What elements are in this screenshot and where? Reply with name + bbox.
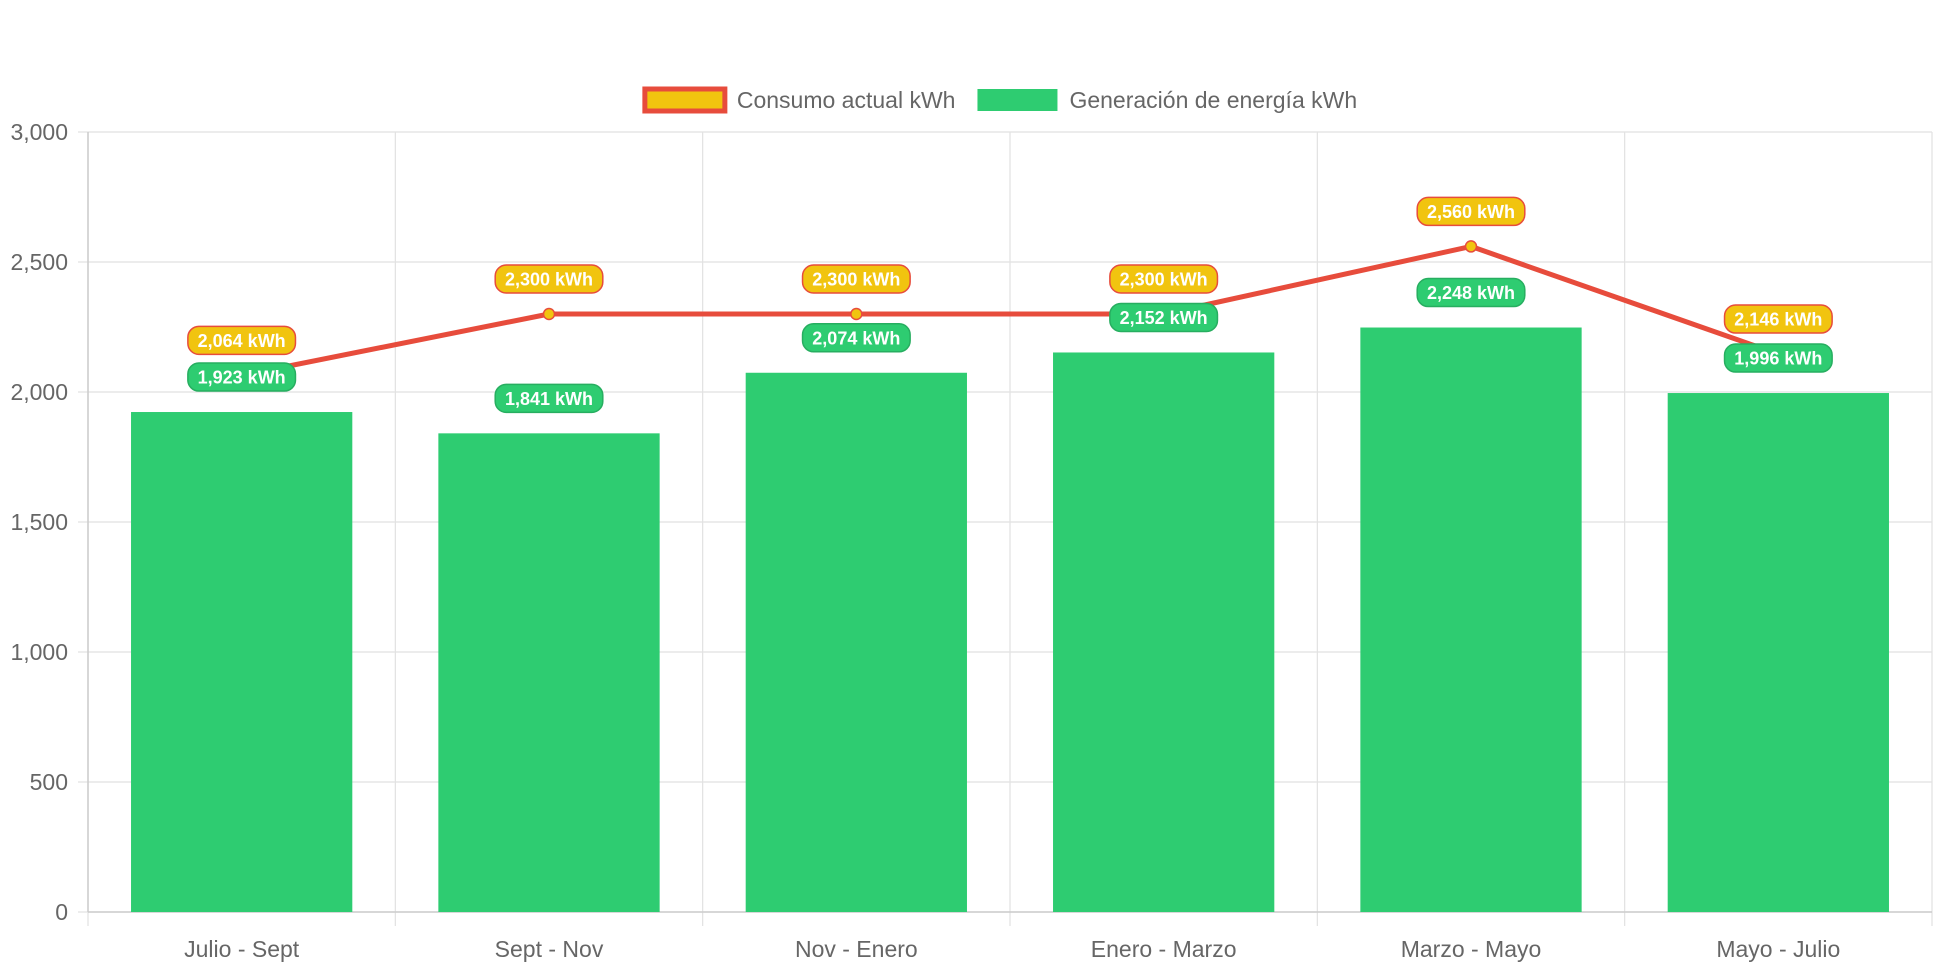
- x-tick-label: Sept - Nov: [495, 936, 604, 962]
- x-tick-label: Nov - Enero: [795, 936, 918, 962]
- grid-lines: [87, 131, 1933, 926]
- bar-data-label-bg: [801, 323, 911, 353]
- bar: [745, 372, 967, 912]
- y-tick-label: 0: [55, 899, 68, 925]
- legend: Consumo actual kWh Generación de energía …: [642, 86, 1357, 114]
- bar-series: [131, 327, 1889, 913]
- bar-data-label: 2,074 kWh: [812, 328, 900, 348]
- legend-label: Generación de energía kWh: [1069, 87, 1357, 113]
- bar-data-label: 2,248 kWh: [1427, 283, 1515, 303]
- bar-data-label: 1,996 kWh: [1734, 349, 1822, 369]
- line-point: [542, 307, 556, 321]
- data-labels: 2,064 kWh 2,300 kWh 2,300 kWh 2,300 kWh 2,56…: [187, 196, 1833, 414]
- legend-swatch: [977, 89, 1058, 111]
- line-data-label-bg: [494, 264, 604, 294]
- y-tick-label: 2,500: [10, 249, 68, 275]
- bar-data-label: 1,841 kWh: [505, 389, 593, 409]
- y-tick-label: 3,000: [10, 119, 68, 145]
- bar: [1360, 327, 1582, 912]
- line-data-label-bg: [187, 325, 297, 356]
- line-data-label-bg: [1416, 196, 1526, 227]
- line-data-label: 2,300 kWh: [505, 270, 593, 290]
- x-tick-label: Marzo - Mayo: [1401, 936, 1542, 962]
- y-tick-label: 500: [30, 769, 68, 795]
- line-data-label-bg: [1109, 264, 1219, 294]
- line-data-label: 2,064 kWh: [198, 331, 286, 351]
- axes: 0 500 1,000 1,500 2,000 2,500 3,000 Julio - Sep…: [10, 119, 1932, 962]
- bar: [131, 412, 353, 912]
- line-data-label-bg: [1723, 304, 1833, 334]
- bar: [438, 433, 660, 912]
- bar-data-label-bg: [187, 362, 297, 392]
- line-data-label: 2,560 kWh: [1427, 202, 1515, 222]
- line-data-label: 2,300 kWh: [1120, 270, 1208, 290]
- line-data-label: 2,146 kWh: [1734, 310, 1822, 330]
- bar-data-label-bg: [494, 383, 604, 414]
- bar-data-label-bg: [1416, 277, 1526, 308]
- bar-data-label-bg: [1723, 343, 1833, 373]
- line-point: [850, 307, 863, 321]
- legend-label: Consumo actual kWh: [737, 87, 956, 113]
- series-line: [241, 243, 1780, 378]
- x-tick-label: Julio - Sept: [184, 936, 300, 962]
- legend-swatch: [642, 86, 728, 114]
- y-tick-label: 1,500: [10, 509, 68, 535]
- y-tick-label: 1,000: [10, 639, 68, 665]
- bar-data-label-bg: [1109, 302, 1219, 333]
- line-point: [1464, 240, 1478, 253]
- bar-data-label: 2,152 kWh: [1120, 308, 1208, 328]
- y-tick-label: 2,000: [10, 379, 68, 405]
- line-data-label: 2,300 kWh: [812, 270, 900, 290]
- bar: [1053, 352, 1275, 913]
- bar-data-label: 1,923 kWh: [198, 368, 286, 388]
- x-tick-label: Mayo - Julio: [1716, 936, 1840, 962]
- line-data-label-bg: [801, 264, 911, 294]
- x-tick-label: Enero - Marzo: [1091, 936, 1237, 962]
- bar: [1667, 393, 1889, 912]
